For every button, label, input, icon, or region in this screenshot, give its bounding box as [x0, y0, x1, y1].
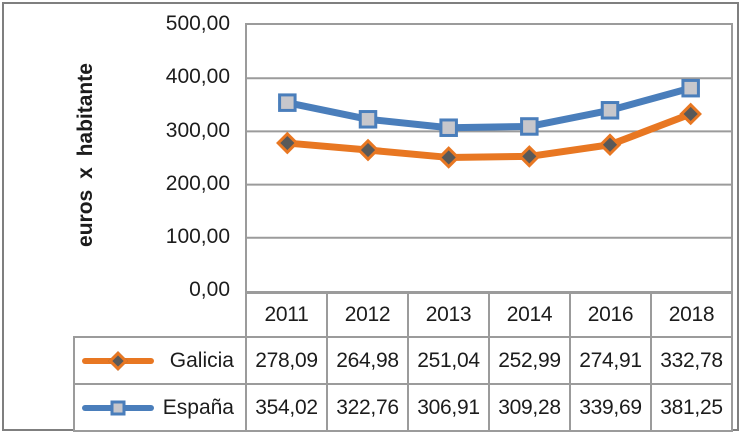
- data-point-marker-galicia: [598, 133, 622, 157]
- value-cell-galicia: 252,99: [490, 338, 569, 383]
- value-cell-espana: 339,69: [571, 385, 650, 430]
- y-tick-label: 100,00: [165, 225, 230, 248]
- x-axis-year-row: 2011 2012 2013 2014 2016 2018: [245, 292, 733, 338]
- data-point-marker-espana: [681, 78, 700, 98]
- value-cell-espana: 322,76: [328, 385, 407, 430]
- data-table: Galicia 278,09 264,98 251,04 252,99 274,…: [73, 336, 733, 432]
- value-cell-espana: 354,02: [247, 385, 326, 430]
- legend-item-galicia: Galicia: [75, 338, 245, 383]
- legend-item-espana: España: [75, 385, 245, 430]
- y-tick-label: 0,00: [189, 278, 230, 301]
- y-tick-label: 500,00: [165, 12, 230, 35]
- y-tick-label: 300,00: [165, 119, 230, 142]
- legend-label-galicia: Galicia: [169, 348, 234, 372]
- y-tick-label: 400,00: [165, 65, 230, 88]
- value-cell-galicia: 278,09: [247, 338, 326, 383]
- value-cell-galicia: 264,98: [328, 338, 407, 383]
- legend-label-espana: España: [162, 395, 234, 419]
- y-axis-title: euros x habitante: [74, 63, 97, 247]
- data-point-marker-espana: [439, 118, 458, 137]
- line-chart-canvas: [247, 77, 731, 239]
- series-line-espana: [283, 84, 695, 132]
- data-point-marker-espana: [520, 117, 539, 136]
- value-cell-espana: 306,91: [409, 385, 488, 430]
- value-cell-espana: 381,25: [652, 385, 731, 430]
- data-point-marker-galicia: [437, 146, 460, 169]
- plot-area: [245, 23, 733, 293]
- galicia-line-swatch: [82, 350, 154, 371]
- data-point-marker-galicia: [276, 131, 299, 155]
- year-cell: 2016: [571, 294, 650, 336]
- year-cell: 2012: [328, 294, 407, 336]
- espana-line-swatch: [82, 398, 154, 418]
- value-cell-galicia: 251,04: [409, 338, 488, 383]
- value-cell-galicia: 332,78: [652, 338, 731, 383]
- data-point-marker-galicia: [679, 102, 702, 126]
- year-cell: 2014: [490, 294, 569, 336]
- year-cell: 2013: [409, 294, 488, 336]
- series-line-galicia: [283, 110, 695, 161]
- y-tick-label: 200,00: [165, 172, 230, 195]
- data-point-marker-espana: [278, 93, 297, 112]
- galicia-diamond-marker-icon: [108, 350, 128, 371]
- espana-square-marker-icon: [110, 400, 126, 415]
- year-cell: 2018: [652, 294, 731, 336]
- data-point-marker-espana: [358, 110, 378, 129]
- value-cell-espana: 309,28: [490, 385, 569, 430]
- data-point-marker-galicia: [356, 138, 380, 162]
- year-cell: 2011: [247, 294, 326, 336]
- value-cell-galicia: 274,91: [571, 338, 650, 383]
- data-point-marker-espana: [600, 101, 620, 120]
- data-point-marker-galicia: [518, 145, 541, 168]
